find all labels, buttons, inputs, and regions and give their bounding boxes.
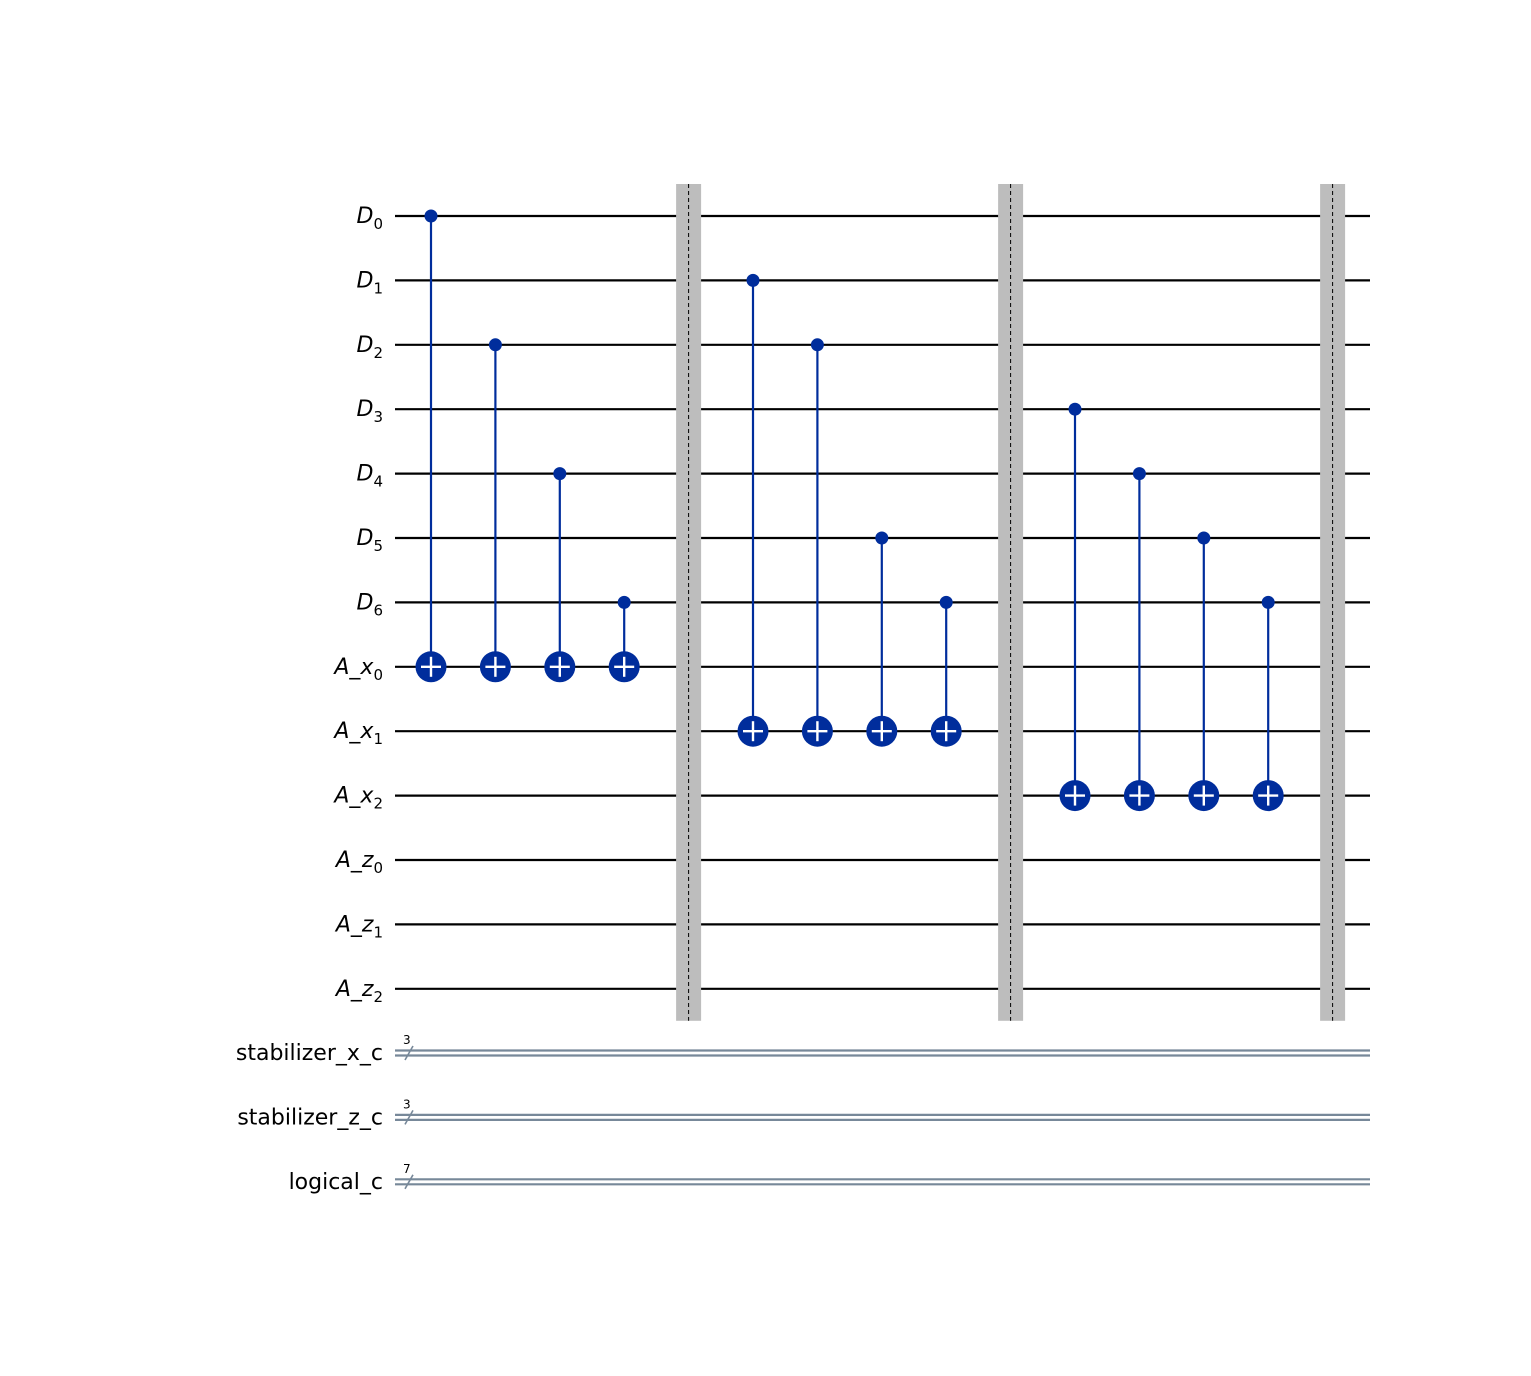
qubit-label-A_x1: A_x1: [332, 719, 383, 748]
qubit-label-A_z1: A_z1: [334, 912, 383, 941]
qubit-label-D3: D3: [357, 397, 384, 426]
barrier: [676, 184, 702, 1021]
qubit-label-index: 3: [373, 408, 383, 426]
qubit-label-name: D: [357, 526, 374, 551]
qubit-label-D2: D2: [357, 333, 384, 362]
qubit-label-A_z2: A_z2: [334, 977, 383, 1006]
classical-register-label: stabilizer_z_c: [237, 1105, 383, 1130]
qubit-label-D6: D6: [357, 590, 384, 619]
barriers-group: [676, 184, 1346, 1021]
qubit-label-A_z0: A_z0: [334, 848, 383, 877]
qubit-label-A_x0: A_x0: [332, 655, 383, 684]
qubit-label-name: A_x: [332, 784, 374, 809]
qubit-label-index: 2: [373, 344, 383, 362]
classical-wire-slash: [404, 1045, 414, 1061]
qubit-label-index: 0: [373, 666, 383, 684]
cnot-control-dot: [1197, 531, 1211, 545]
classical-wire-slash: [404, 1174, 414, 1190]
qubit-label-D4: D4: [357, 462, 384, 491]
qubit-label-index: 2: [373, 988, 383, 1006]
cnot-control-dot: [875, 531, 889, 545]
qubit-label-name: D: [357, 333, 374, 358]
cnot-control-dot: [1132, 467, 1146, 481]
cnot-control-dot: [424, 209, 438, 223]
qubit-label-name: D: [357, 590, 374, 615]
classical-register-size: 3: [403, 1097, 411, 1111]
cnot-control-dot: [746, 273, 760, 287]
qubit-label-index: 6: [373, 601, 383, 619]
cnot-control-dot: [617, 595, 631, 609]
cnot-control-dot: [810, 338, 824, 352]
qubit-label-name: A_z: [334, 848, 374, 873]
qubit-label-index: 2: [373, 795, 383, 813]
qubit-label-D0: D0: [357, 204, 384, 233]
gates-group: [415, 209, 1284, 812]
cnot-control-dot: [939, 595, 953, 609]
barrier: [1320, 184, 1346, 1021]
qubit-label-index: 0: [373, 215, 383, 233]
qubit-label-index: 0: [373, 859, 383, 877]
qubit-label-D5: D5: [357, 526, 384, 555]
qubit-label-index: 1: [373, 730, 383, 748]
classical-register-size: 3: [403, 1033, 411, 1047]
cnot-control-dot: [1068, 402, 1082, 416]
qubit-label-name: D: [357, 462, 374, 487]
cnot-control-dot: [553, 467, 567, 481]
barrier: [998, 184, 1024, 1021]
classical-register-label: logical_c: [289, 1170, 383, 1195]
qubit-label-index: 5: [373, 537, 383, 555]
classical-wire-slash: [404, 1110, 414, 1125]
qubit-label-D1: D1: [357, 268, 384, 297]
qubit-label-index: 1: [373, 923, 383, 941]
labels-group: D0D1D2D3D4D5D6A_x0A_x1A_x2A_z0A_z1A_z23s…: [236, 204, 411, 1195]
qubit-label-name: A_z: [334, 912, 374, 937]
cnot-control-dot: [488, 338, 502, 352]
qubit-label-index: 1: [373, 279, 383, 297]
qubit-label-index: 4: [373, 473, 383, 491]
qubit-label-name: A_x: [332, 655, 374, 680]
qubit-label-name: D: [357, 204, 374, 229]
qubit-label-A_x2: A_x2: [332, 784, 383, 813]
cnot-control-dot: [1261, 595, 1275, 609]
qubit-label-name: D: [357, 268, 374, 293]
qubit-label-name: A_z: [334, 977, 374, 1002]
wires-group: [395, 214, 1370, 1190]
classical-register-size: 7: [403, 1162, 411, 1176]
qubit-label-name: A_x: [332, 719, 374, 744]
classical-register-label: stabilizer_x_c: [236, 1041, 383, 1066]
qubit-label-name: D: [357, 397, 374, 422]
